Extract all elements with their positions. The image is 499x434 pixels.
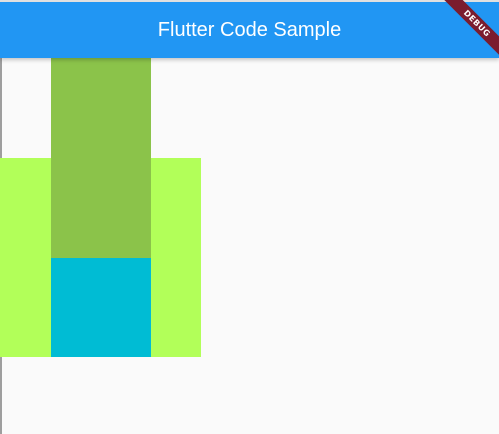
green-box — [51, 58, 151, 258]
window-top-edge — [0, 0, 499, 2]
app-bar: Flutter Code Sample — [0, 2, 499, 58]
app-bar-title: Flutter Code Sample — [157, 18, 342, 41]
cyan-box — [51, 258, 151, 357]
